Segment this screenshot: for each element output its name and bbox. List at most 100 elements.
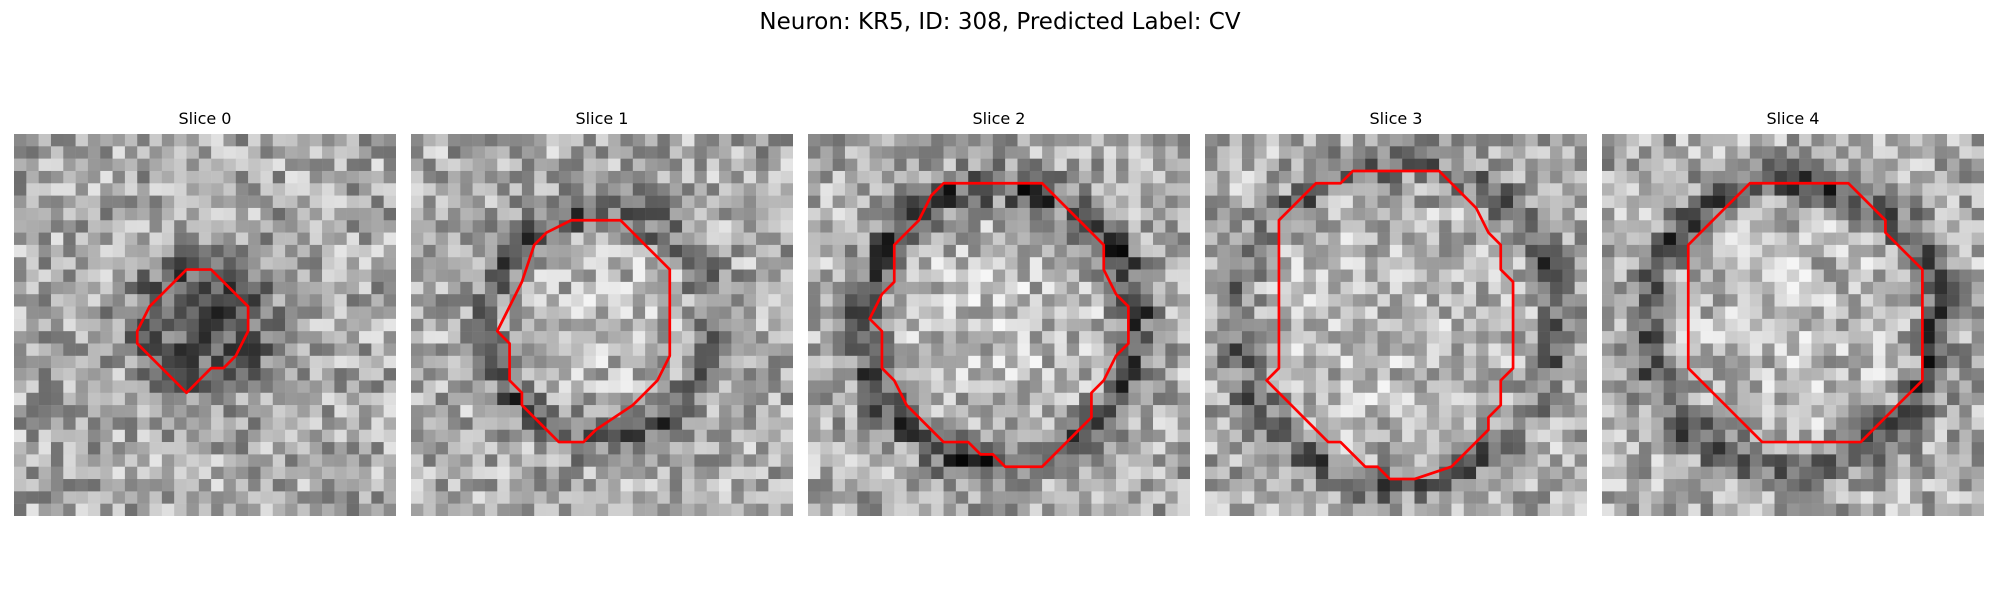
pixel-cell bbox=[1054, 429, 1068, 443]
pixel-cell bbox=[669, 158, 683, 172]
pixel-cell bbox=[1291, 355, 1304, 369]
pixel-cell bbox=[1823, 405, 1837, 418]
pixel-cell bbox=[608, 429, 621, 443]
pixel-cell bbox=[1614, 294, 1627, 307]
pixel-cell bbox=[1663, 158, 1677, 172]
pixel-cell bbox=[1079, 306, 1092, 320]
pixel-cell bbox=[743, 220, 757, 233]
pixel-cell bbox=[1774, 306, 1788, 320]
pixel-cell bbox=[608, 392, 621, 406]
pixel-cell bbox=[1029, 368, 1043, 381]
pixel-cell bbox=[174, 207, 187, 221]
pixel-cell bbox=[100, 429, 113, 443]
pixel-cell bbox=[1476, 318, 1489, 332]
pixel-cell bbox=[719, 355, 732, 369]
pixel-cell bbox=[645, 146, 658, 159]
pixel-cell bbox=[1488, 454, 1501, 467]
pixel-cell bbox=[1241, 318, 1255, 332]
pixel-cell bbox=[1537, 466, 1551, 480]
pixel-cell bbox=[1091, 244, 1104, 258]
pixel-cell bbox=[1328, 306, 1341, 320]
pixel-cell bbox=[1725, 479, 1738, 492]
pixel-cell bbox=[1103, 232, 1117, 246]
pixel-cell bbox=[38, 466, 52, 480]
pixel-cell bbox=[1291, 170, 1304, 184]
pixel-cell bbox=[780, 442, 793, 455]
pixel-cell bbox=[1402, 244, 1415, 258]
pixel-cell bbox=[1873, 158, 1886, 172]
pixel-cell bbox=[411, 195, 424, 209]
pixel-cell bbox=[285, 491, 298, 504]
pixel-cell bbox=[756, 429, 769, 443]
pixel-cell bbox=[1140, 134, 1154, 147]
pixel-cell bbox=[881, 134, 895, 147]
pixel-cell bbox=[137, 392, 150, 406]
pixel-cell bbox=[1414, 146, 1428, 159]
pixel-cell bbox=[1140, 318, 1154, 332]
pixel-cell bbox=[1897, 170, 1911, 184]
pixel-cell bbox=[571, 306, 584, 320]
pixel-cell bbox=[1688, 318, 1701, 332]
pixel-cell bbox=[1651, 294, 1664, 307]
pixel-cell bbox=[447, 355, 461, 369]
pixel-cell bbox=[943, 207, 957, 221]
pixel-cell bbox=[1402, 318, 1415, 332]
pixel-cell bbox=[87, 207, 101, 221]
pixel-cell bbox=[1229, 343, 1243, 357]
pixel-cell bbox=[411, 454, 424, 467]
pixel-cell bbox=[1574, 405, 1587, 418]
pixel-cell bbox=[1688, 355, 1701, 369]
pixel-cell bbox=[1971, 257, 1984, 270]
pixel-cell bbox=[1910, 417, 1923, 430]
pixel-cell bbox=[198, 318, 212, 332]
pixel-cell bbox=[1762, 158, 1775, 172]
pixel-cell bbox=[137, 257, 150, 270]
pixel-cell bbox=[1278, 158, 1292, 172]
pixel-cell bbox=[808, 244, 821, 258]
pixel-cell bbox=[309, 158, 323, 172]
pixel-cell bbox=[719, 331, 732, 344]
pixel-cell bbox=[857, 343, 870, 357]
pixel-cell bbox=[1116, 244, 1129, 258]
pixel-cell bbox=[411, 146, 424, 159]
pixel-cell bbox=[682, 134, 695, 147]
pixel-cell bbox=[1315, 479, 1329, 492]
pixel-cell bbox=[1799, 429, 1812, 443]
pixel-cell bbox=[1217, 195, 1230, 209]
pixel-cell bbox=[608, 244, 621, 258]
pixel-cell bbox=[1836, 380, 1849, 394]
pixel-cell bbox=[1177, 392, 1190, 406]
pixel-cell bbox=[1103, 466, 1117, 480]
pixel-cell bbox=[1029, 146, 1043, 159]
pixel-cell bbox=[38, 479, 52, 492]
pixel-cell bbox=[1885, 355, 1898, 369]
pixel-cell bbox=[1079, 380, 1092, 394]
pixel-cell bbox=[1140, 442, 1154, 455]
pixel-cell bbox=[719, 429, 732, 443]
pixel-cell bbox=[980, 134, 994, 147]
pixel-cell bbox=[309, 232, 323, 246]
pixel-cell bbox=[1352, 380, 1366, 394]
pixel-cell bbox=[359, 454, 372, 467]
pixel-cell bbox=[820, 269, 833, 283]
pixel-cell bbox=[174, 244, 187, 258]
pixel-cell bbox=[1626, 134, 1640, 147]
pixel-cell bbox=[881, 442, 895, 455]
pixel-cell bbox=[1165, 429, 1178, 443]
pixel-cell bbox=[383, 195, 396, 209]
pixel-cell bbox=[820, 244, 833, 258]
pixel-cell bbox=[1278, 232, 1292, 246]
pixel-cell bbox=[1017, 244, 1031, 258]
pixel-cell bbox=[521, 158, 535, 172]
pixel-cell bbox=[694, 318, 707, 332]
pixel-cell bbox=[1042, 306, 1055, 320]
pixel-cell bbox=[1947, 479, 1960, 492]
pixel-cell bbox=[1811, 306, 1825, 320]
pixel-cell bbox=[1675, 442, 1689, 455]
pixel-cell bbox=[1103, 183, 1117, 196]
pixel-cell bbox=[980, 380, 994, 394]
pixel-cell bbox=[1786, 503, 1800, 516]
pixel-cell bbox=[881, 306, 895, 320]
pixel-cell bbox=[731, 195, 744, 209]
pixel-cell bbox=[1959, 454, 1972, 467]
